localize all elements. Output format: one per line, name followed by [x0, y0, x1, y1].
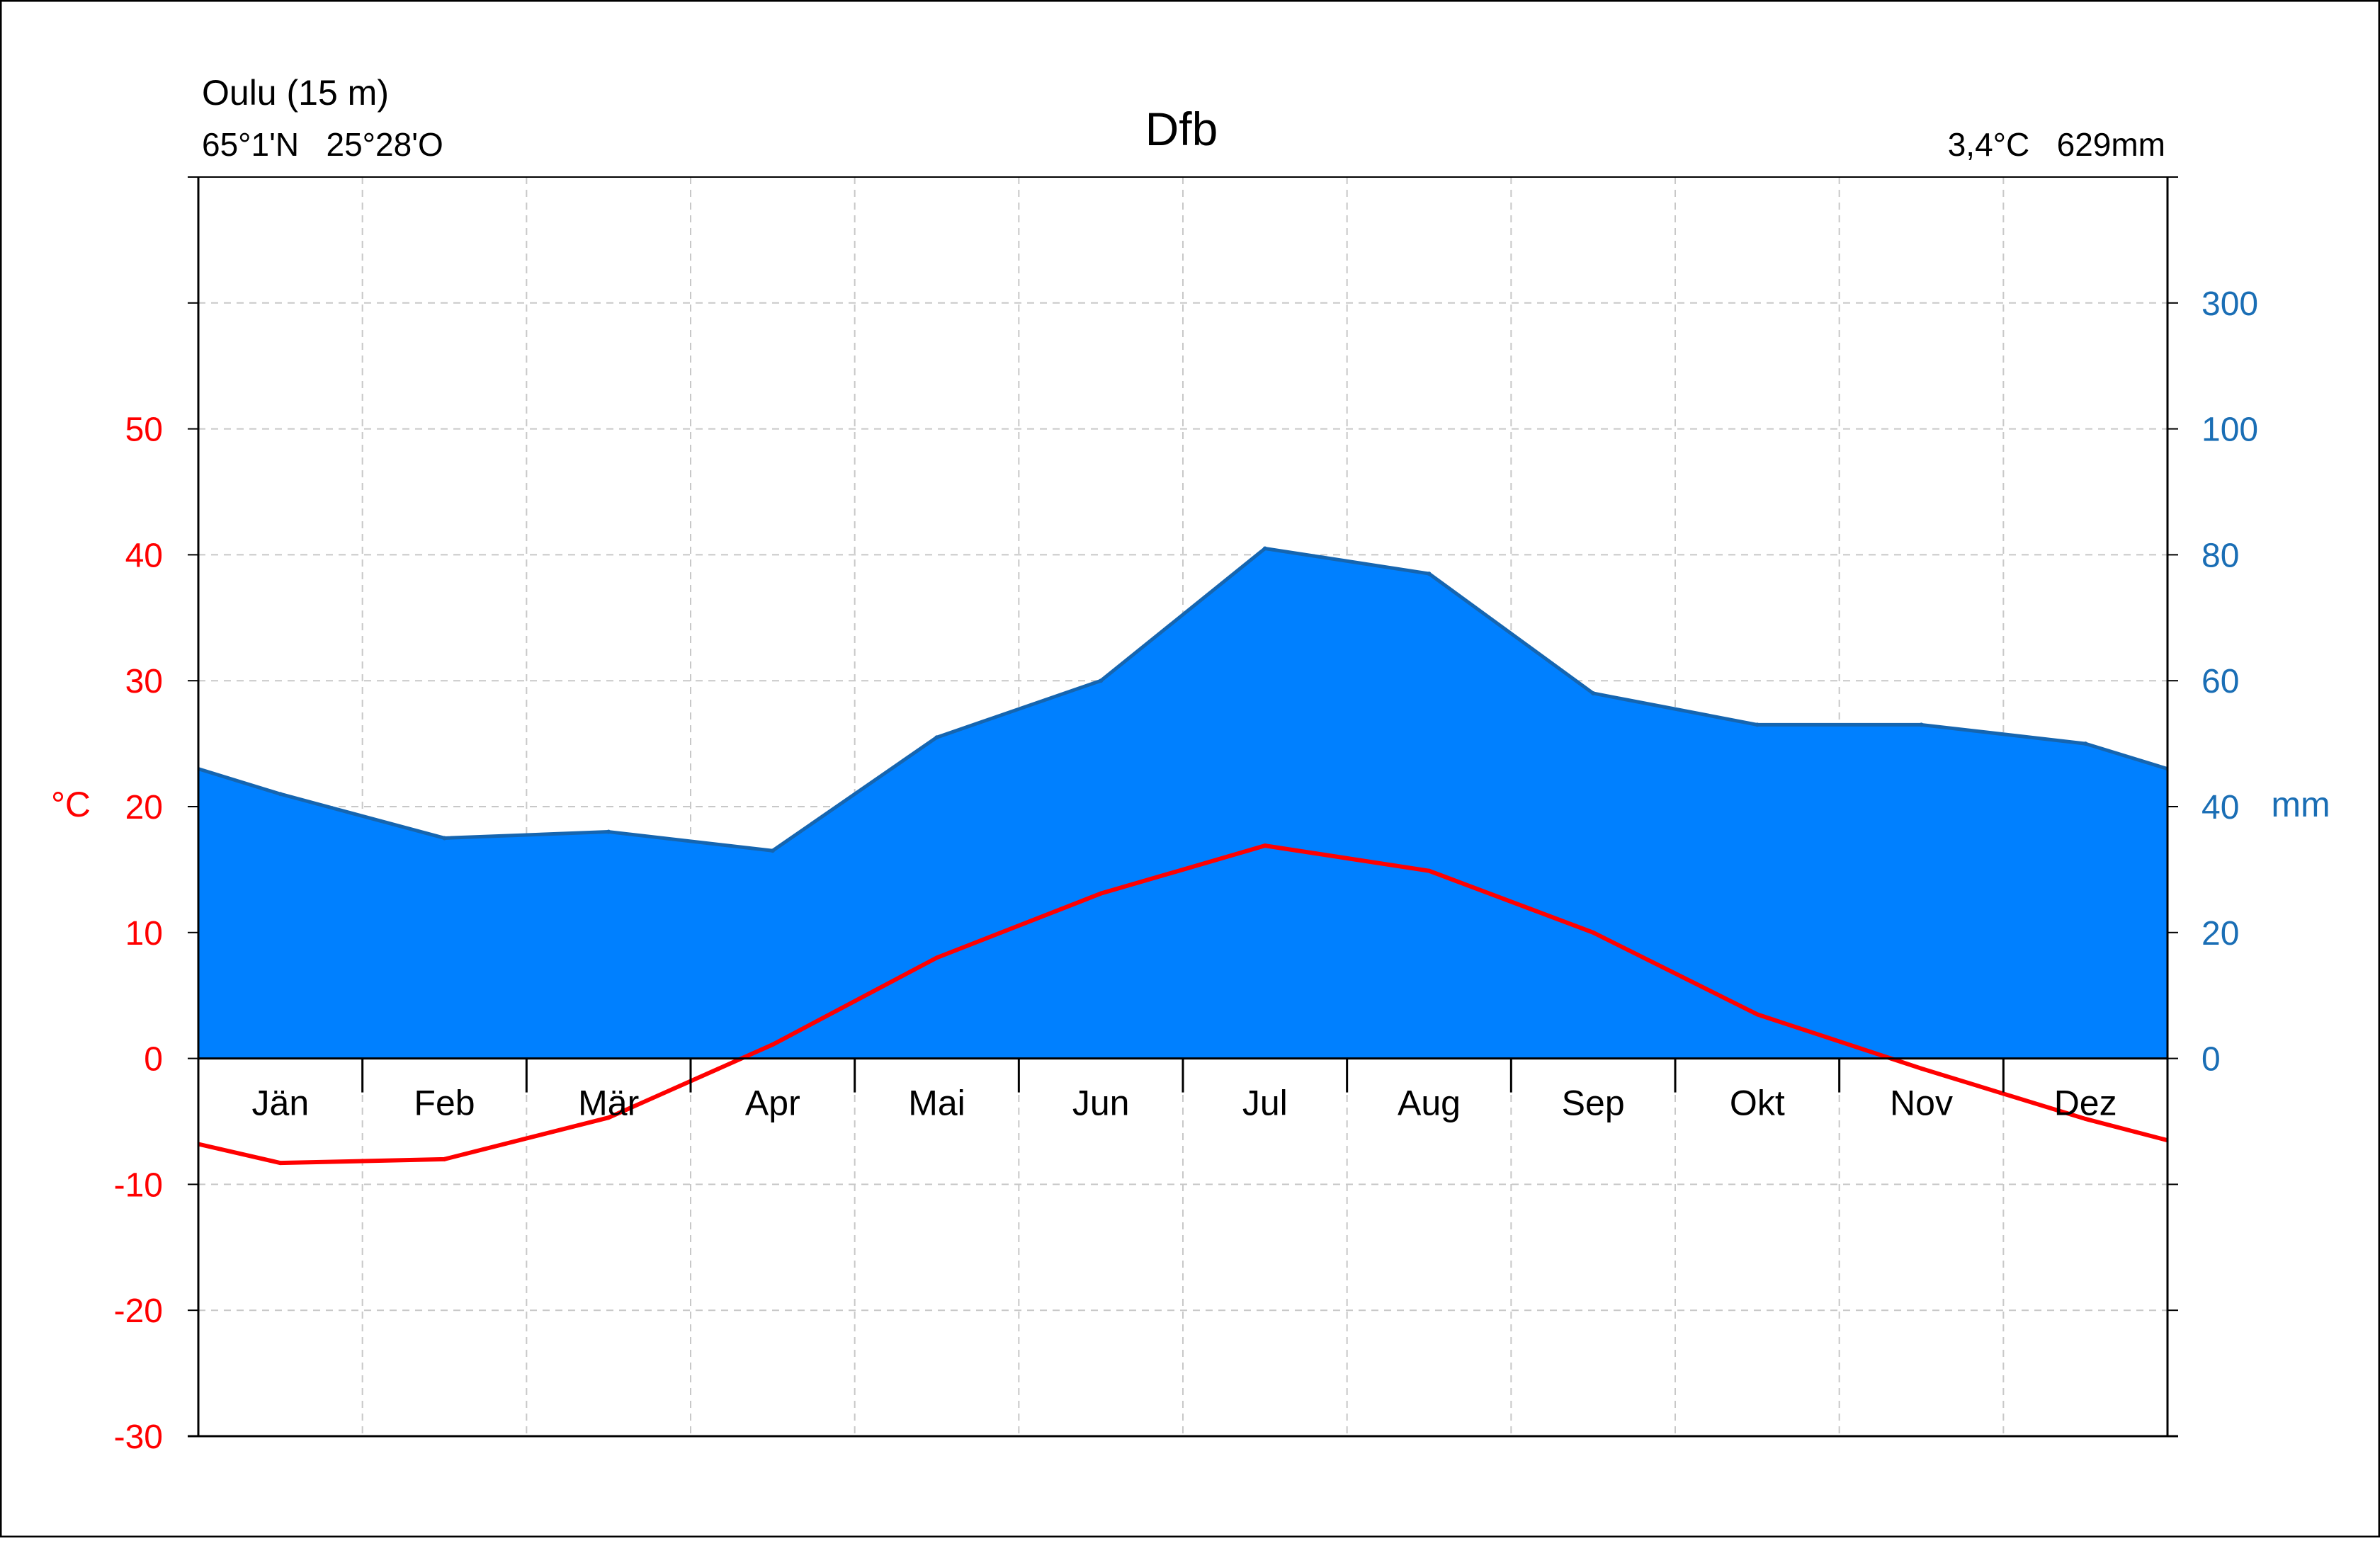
- y-axis-right-label: mm: [2271, 785, 2330, 824]
- month-label: Feb: [414, 1084, 475, 1123]
- y-axis-label: °C: [51, 785, 91, 824]
- y-tick-label-left: -20: [114, 1292, 163, 1330]
- precipitation-point: [442, 836, 447, 841]
- y-tick-label-left: 40: [125, 537, 163, 574]
- precipitation-point: [1262, 546, 1267, 551]
- temperature-point: [606, 1115, 611, 1120]
- month-label: Jun: [1072, 1084, 1130, 1123]
- y-tick-label-right: 20: [2202, 915, 2239, 953]
- coordinates-label: 65°1'N 25°28'O: [202, 126, 443, 163]
- precipitation-point: [1099, 678, 1104, 683]
- labels-layer: Jän Feb Mär Apr Mai Jun Jul Aug Sep Okt Nov Dez -30 -…: [114, 285, 2258, 1456]
- month-label: Mai: [908, 1084, 965, 1123]
- y-tick-label-left: 50: [125, 411, 163, 449]
- y-tick-label-right: 100: [2202, 411, 2258, 449]
- y-tick-label-right: 60: [2202, 663, 2239, 700]
- month-label: Mär: [578, 1084, 639, 1123]
- month-label: Sep: [1562, 1084, 1625, 1123]
- month-label: Nov: [1890, 1084, 1953, 1123]
- temperature-point: [1427, 868, 1432, 873]
- precipitation-point: [1755, 722, 1760, 727]
- y-tick-label-left: -10: [114, 1166, 163, 1204]
- precipitation-point: [770, 848, 775, 853]
- y-tick-label-left: 0: [144, 1041, 163, 1079]
- temperature-point: [1591, 930, 1596, 935]
- y-tick-label-right: 80: [2202, 537, 2239, 574]
- month-label: Apr: [745, 1084, 800, 1123]
- precipitation-point: [2083, 741, 2088, 746]
- y-tick-label-right: 300: [2202, 285, 2258, 323]
- precipitation-point: [1919, 722, 1924, 727]
- precipitation-line: [198, 547, 2168, 853]
- temperature-point: [1919, 1066, 1924, 1071]
- y-tick-label-left: -30: [114, 1418, 163, 1456]
- temperature-point: [1755, 1012, 1760, 1017]
- precipitation-point: [278, 792, 283, 797]
- month-label: Dez: [2054, 1084, 2117, 1123]
- temperature-point: [442, 1156, 447, 1161]
- temperature-point: [934, 955, 939, 960]
- temperature-point: [770, 1042, 775, 1047]
- y-tick-label-right: 40: [2202, 789, 2239, 826]
- month-label: Okt: [1730, 1084, 1785, 1123]
- precipitation-layer: [198, 546, 2168, 1059]
- month-label: Jul: [1242, 1084, 1288, 1123]
- y-tick-label-left: 20: [125, 789, 163, 826]
- precipitation-point: [1591, 690, 1596, 695]
- temperature-point: [278, 1161, 283, 1166]
- precipitation-point: [934, 735, 939, 740]
- summary-label: 3,4°C 629mm: [1948, 126, 2165, 163]
- y-tick-label-left: 10: [125, 915, 163, 953]
- precipitation-area: [198, 548, 2168, 1059]
- y-tick-label-right: 0: [2202, 1041, 2221, 1079]
- month-label: Jän: [252, 1084, 310, 1123]
- y-tick-label-left: 30: [125, 663, 163, 700]
- precipitation-point: [1427, 572, 1432, 576]
- station-label: Oulu (15 m): [202, 73, 389, 113]
- temperature-point: [1099, 891, 1104, 896]
- temperature-point: [1262, 843, 1267, 848]
- precipitation-point: [606, 829, 611, 834]
- axes-layer: [188, 176, 2178, 1438]
- chart-title: Dfb: [1145, 103, 1218, 155]
- temperature-point: [2083, 1116, 2088, 1121]
- month-label: Aug: [1398, 1084, 1461, 1123]
